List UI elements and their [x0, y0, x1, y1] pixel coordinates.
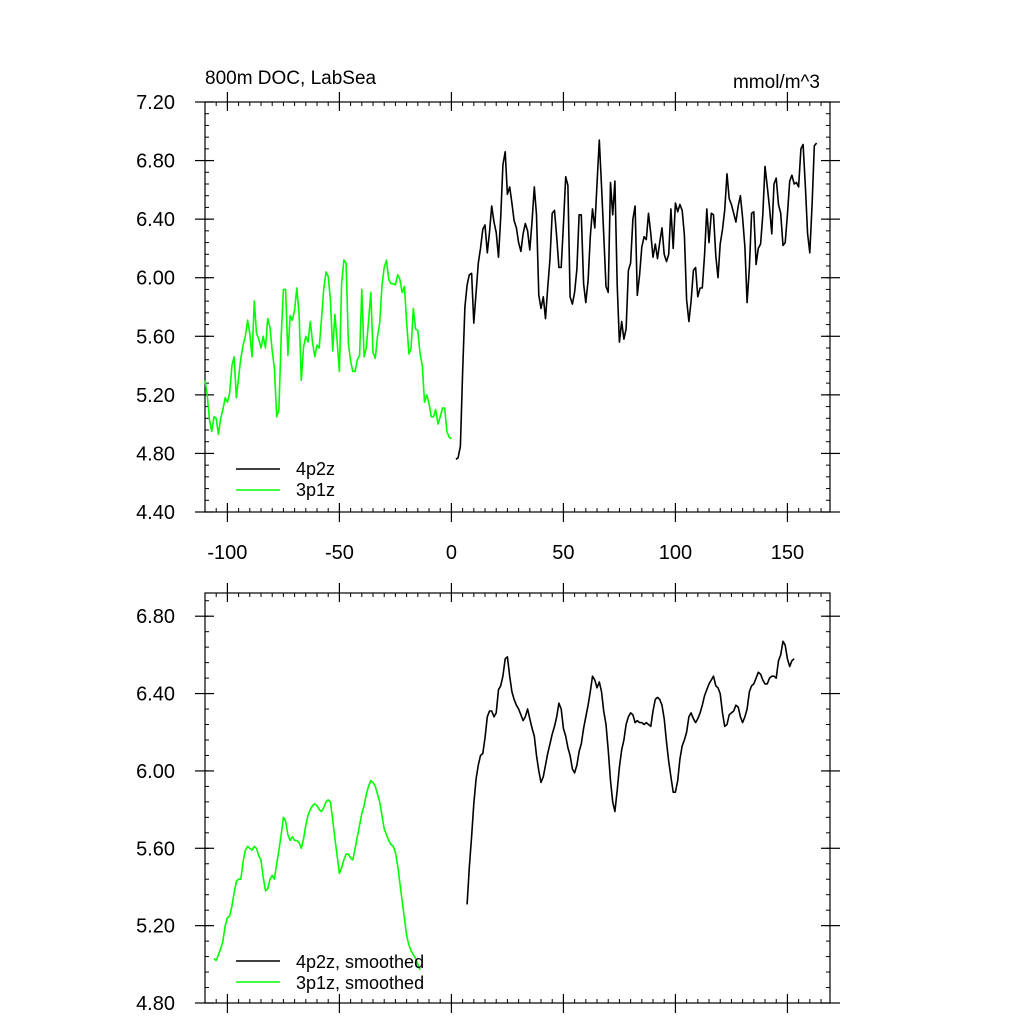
- legend-label-4p2z-smoothed: 4p2z, smoothed: [296, 952, 424, 972]
- y-tick-label: 6.00: [136, 268, 175, 290]
- top-panel: -100 -50 0 50 100 150 4.40 4.80 5.20 5.60 6.00 6.40…: [136, 68, 840, 564]
- bottom-panel: 4.80 5.20 5.60 6.00 6.40 6.80 4p2z, smoothed …: [136, 583, 840, 1015]
- y-tick-label: 6.00: [136, 761, 175, 783]
- series-line-4p2z-smoothed: [466, 640, 795, 905]
- y-tick-label: 6.80: [136, 151, 175, 173]
- bottom-plot-frame: [204, 592, 831, 1004]
- y-tick-label: 7.20: [136, 92, 175, 114]
- y-tick-label: 6.40: [136, 684, 175, 706]
- y-tick-label: 4.80: [136, 443, 175, 465]
- top-legend: 4p2z 3p1z: [236, 459, 335, 500]
- y-tick-label: 6.80: [136, 606, 175, 628]
- legend-label-3p1z-smoothed: 3p1z, smoothed: [296, 973, 424, 993]
- series-line-4p2z: [455, 139, 818, 460]
- y-tick-label: 5.60: [136, 838, 175, 860]
- y-tick-label: 5.20: [136, 385, 175, 407]
- x-tick-label: 50: [552, 542, 574, 564]
- y-tick-label: 5.60: [136, 326, 175, 348]
- top-series-lines: [204, 139, 818, 460]
- x-tick-label: 150: [771, 542, 804, 564]
- y-tick-label: 4.80: [136, 993, 175, 1015]
- bottom-tick-labels: 4.80 5.20 5.60 6.00 6.40 6.80: [136, 606, 175, 1015]
- y-tick-label: 4.40: [136, 502, 175, 524]
- top-chart-title: 800m DOC, LabSea: [205, 68, 377, 89]
- series-line-3p1z: [204, 259, 452, 440]
- x-tick-label: 100: [659, 542, 692, 564]
- bottom-series-lines: [213, 640, 795, 971]
- top-ticks: [195, 92, 840, 522]
- bottom-legend: 4p2z, smoothed 3p1z, smoothed: [236, 952, 424, 993]
- y-tick-label: 5.20: [136, 916, 175, 938]
- legend-label-3p1z: 3p1z: [296, 480, 335, 500]
- bottom-ticks: [195, 583, 840, 1013]
- top-chart-units: mmol/m^3: [733, 72, 820, 93]
- x-tick-label: 0: [446, 542, 457, 564]
- legend-label-4p2z: 4p2z: [296, 459, 335, 479]
- series-line-3p1z-smoothed: [213, 779, 421, 971]
- top-tick-labels: -100 -50 0 50 100 150 4.40 4.80 5.20 5.60 6.00 6.40…: [136, 92, 804, 564]
- top-plot-frame: [204, 101, 831, 513]
- x-tick-label: -50: [325, 542, 354, 564]
- y-tick-label: 6.40: [136, 209, 175, 231]
- x-tick-label: -100: [207, 542, 247, 564]
